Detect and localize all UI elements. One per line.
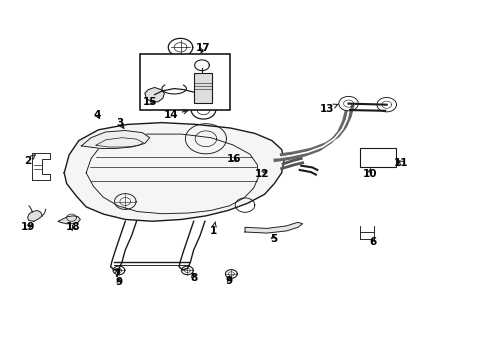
Text: 9: 9 [226,276,233,286]
Text: 5: 5 [270,234,277,244]
Text: 9: 9 [115,277,122,287]
Text: 15: 15 [143,97,157,107]
Text: 18: 18 [66,222,80,232]
Text: 13: 13 [320,104,339,114]
Polygon shape [58,216,80,224]
Text: 10: 10 [362,168,377,179]
Text: 7: 7 [113,269,121,279]
Text: 8: 8 [190,273,197,283]
Text: 12: 12 [255,168,270,179]
Text: 1: 1 [210,222,217,236]
Bar [194,73,212,103]
Text: 16: 16 [227,154,242,164]
Polygon shape [27,211,42,221]
Text: 6: 6 [369,237,377,247]
Text: 4: 4 [94,110,101,120]
Polygon shape [64,123,284,221]
Text: 2: 2 [24,155,35,166]
Text: 3: 3 [117,118,124,129]
Polygon shape [245,222,303,233]
Text: 19: 19 [21,222,35,232]
Text: 17: 17 [196,43,211,53]
Text: 11: 11 [394,158,409,168]
Bar [360,148,396,167]
Text: 14: 14 [164,109,188,120]
Polygon shape [81,131,150,148]
Polygon shape [145,87,164,102]
Bar [140,54,230,110]
